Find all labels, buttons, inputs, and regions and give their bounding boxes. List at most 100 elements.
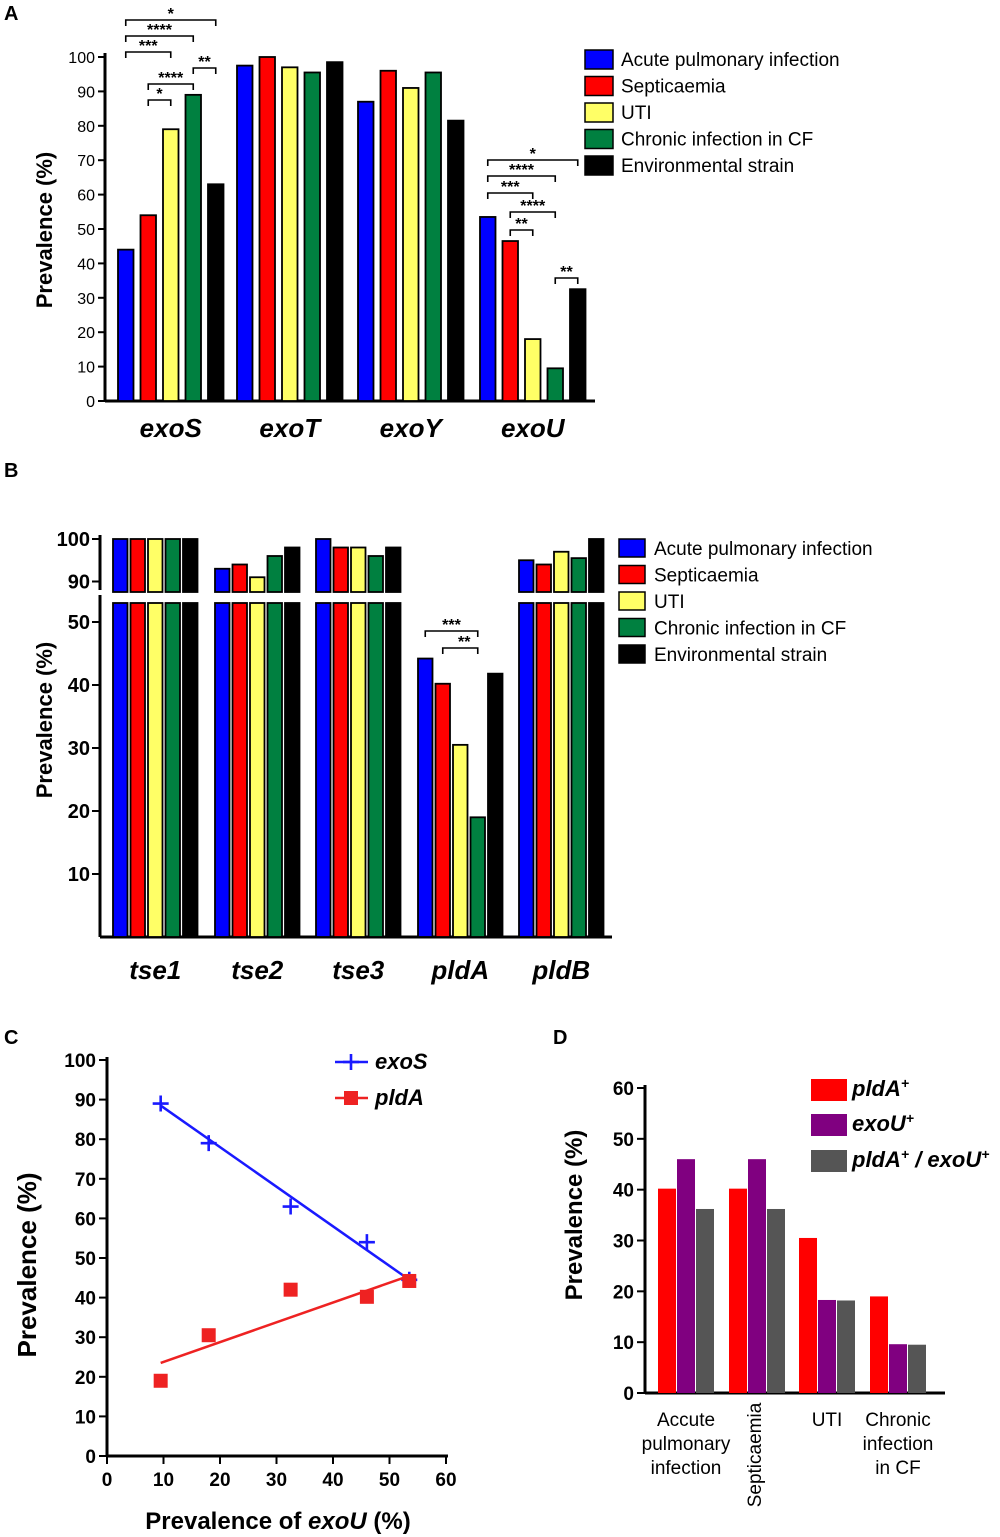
- panel-d-y-tick-label: 30: [613, 1232, 634, 1253]
- panel-b-bar-lower: [315, 602, 332, 938]
- panel-b-legend-label: Environmental strain: [654, 645, 827, 666]
- panel-b-bar-lower: [112, 602, 129, 938]
- panel-a-category-label: exoU: [501, 413, 566, 443]
- panel-a-y-tick-label: 10: [77, 360, 95, 377]
- panel-a-bar: [501, 240, 519, 402]
- panel-b-bar-lower: [518, 602, 535, 938]
- panel-c-point-pldA: [359, 1289, 374, 1304]
- panel-b-bar-upper: [350, 546, 367, 593]
- panel-a-significance-label: *: [168, 6, 175, 23]
- panel-b-bar-upper: [182, 538, 199, 593]
- panel-b-bar-upper: [266, 555, 283, 593]
- panel-a-y-tick-label: 30: [77, 291, 95, 308]
- panel-b-bar-lower: [147, 602, 164, 938]
- panel-b-bar: [417, 657, 434, 938]
- panel-c-y-tick-label: 40: [75, 1289, 96, 1310]
- panel-a-legend-label: UTI: [621, 103, 652, 124]
- panel-d-y-tick-label: 50: [613, 1130, 634, 1151]
- panel-b-category-label: tse1: [129, 955, 181, 985]
- panel-a-significance-bracket: [147, 99, 172, 106]
- panel-c-point-pldA: [153, 1373, 168, 1388]
- panel-c-point-exoS: [358, 1234, 375, 1251]
- panel-a-bar: [447, 119, 465, 402]
- panel-label-b: B: [4, 460, 18, 482]
- panel-b-axis-break-gap: [104, 593, 614, 602]
- panel-b-y-tick-label: 50: [68, 612, 90, 634]
- panel-a-y-tick-label: 100: [68, 50, 95, 67]
- panel-a-significance-bracket: [486, 175, 557, 182]
- panel-c-x-tick-label: 20: [209, 1470, 230, 1491]
- panel-label-a: A: [4, 3, 18, 25]
- panel-c-legend-label-plda: pldA: [374, 1085, 424, 1110]
- panel-b-y-tick-label: 20: [68, 801, 90, 823]
- panel-b-bar-upper: [112, 538, 129, 593]
- panel-a-category-label: exoS: [140, 413, 203, 443]
- panel-d-category-label: Accute: [657, 1410, 715, 1431]
- panel-c-fit-line-exoS: [159, 1104, 410, 1281]
- panel-d-bar: [837, 1300, 855, 1393]
- panel-a-significance-label: **: [560, 264, 573, 281]
- panel-c-x-tick-label: 10: [153, 1470, 174, 1491]
- panel-b-bar-lower: [367, 602, 384, 938]
- panel-d-bar: [658, 1188, 676, 1393]
- panel-a-significance-bracket: [554, 277, 579, 284]
- panel-d-category-label: infection: [651, 1458, 722, 1479]
- panel-b-bar-lower: [266, 602, 283, 938]
- panel-c-y-tick-label: 30: [75, 1328, 96, 1349]
- panel-b-bar-upper: [231, 563, 248, 593]
- panel-a-y-tick-label: 40: [77, 256, 95, 273]
- panel-b-legend-label: Chronic infection in CF: [654, 619, 846, 640]
- panel-c-legend-marker-exos: [343, 1054, 359, 1070]
- panel-d-bar: [767, 1208, 785, 1393]
- panel-c-x-tick-label: 60: [435, 1470, 456, 1491]
- panel-a-y-tick-label: 20: [77, 325, 95, 342]
- panel-a-significance-bracket: [486, 192, 534, 199]
- panel-a-bar: [303, 71, 321, 402]
- panel-b-legend-label: Septicaemia: [654, 566, 759, 587]
- panel-a-legend-swatch: [584, 49, 614, 70]
- panel-b-y-tick-label: 100: [57, 529, 90, 551]
- panel-b-bar: [487, 672, 504, 938]
- panel-b-bar-upper: [249, 576, 266, 593]
- panel-b-bar-lower: [129, 602, 146, 938]
- panel-a-bar: [281, 66, 299, 402]
- panel-c-y-axis-title: Prevalence (%): [12, 1173, 42, 1358]
- panel-c-y-tick-label: 70: [75, 1170, 96, 1191]
- panel-b-legend-label: UTI: [654, 592, 685, 613]
- panel-c-y-tick-label: 80: [75, 1130, 96, 1151]
- panel-b-bar-lower: [570, 602, 587, 938]
- panel-a-significance-bracket: [486, 159, 579, 166]
- panel-d-legend-swatch: [811, 1114, 847, 1136]
- panel-b-y-tick-label: 40: [68, 675, 90, 697]
- panel-c-y-tick-label: 90: [75, 1091, 96, 1112]
- panel-a-bar: [139, 214, 157, 402]
- panel-d-category-label: in CF: [875, 1458, 920, 1479]
- panel-a-significance-label: *: [530, 146, 537, 163]
- panel-d-bar: [889, 1344, 907, 1393]
- panel-c-y-tick-label: 100: [64, 1051, 96, 1072]
- panel-d-legend-label-exou: exoU+: [852, 1110, 914, 1136]
- panel-c-y-tick-label: 50: [75, 1249, 96, 1270]
- panel-c-point-exoS: [152, 1095, 169, 1112]
- panel-a-bar: [546, 367, 564, 402]
- panel-b-legend-swatch: [618, 617, 646, 638]
- panel-c-point-exoS: [200, 1135, 217, 1152]
- panel-a-bar: [402, 87, 420, 402]
- panel-a-y-tick-label: 50: [77, 222, 95, 239]
- panel-a-legend-swatch: [584, 155, 614, 176]
- panel-b-bar-upper: [553, 550, 570, 593]
- panel-b-bar-lower: [284, 602, 301, 938]
- panel-c-x-tick-label: 40: [322, 1470, 343, 1491]
- panel-a-significance-label: ***: [139, 38, 158, 55]
- panel-a-significance-label: ****: [520, 198, 546, 215]
- panel-d-bar: [748, 1159, 766, 1393]
- panel-b-bar-lower: [332, 602, 349, 938]
- panel-label-c: C: [4, 1027, 18, 1049]
- panel-a-significance-label: **: [198, 54, 211, 71]
- panel-b-bar-upper: [214, 567, 231, 593]
- panel-a-significance-label: ***: [501, 179, 520, 196]
- panel-a-bar: [326, 61, 344, 402]
- panel-a-significance-bracket: [124, 35, 195, 42]
- panel-a-significance-label: ****: [147, 22, 173, 39]
